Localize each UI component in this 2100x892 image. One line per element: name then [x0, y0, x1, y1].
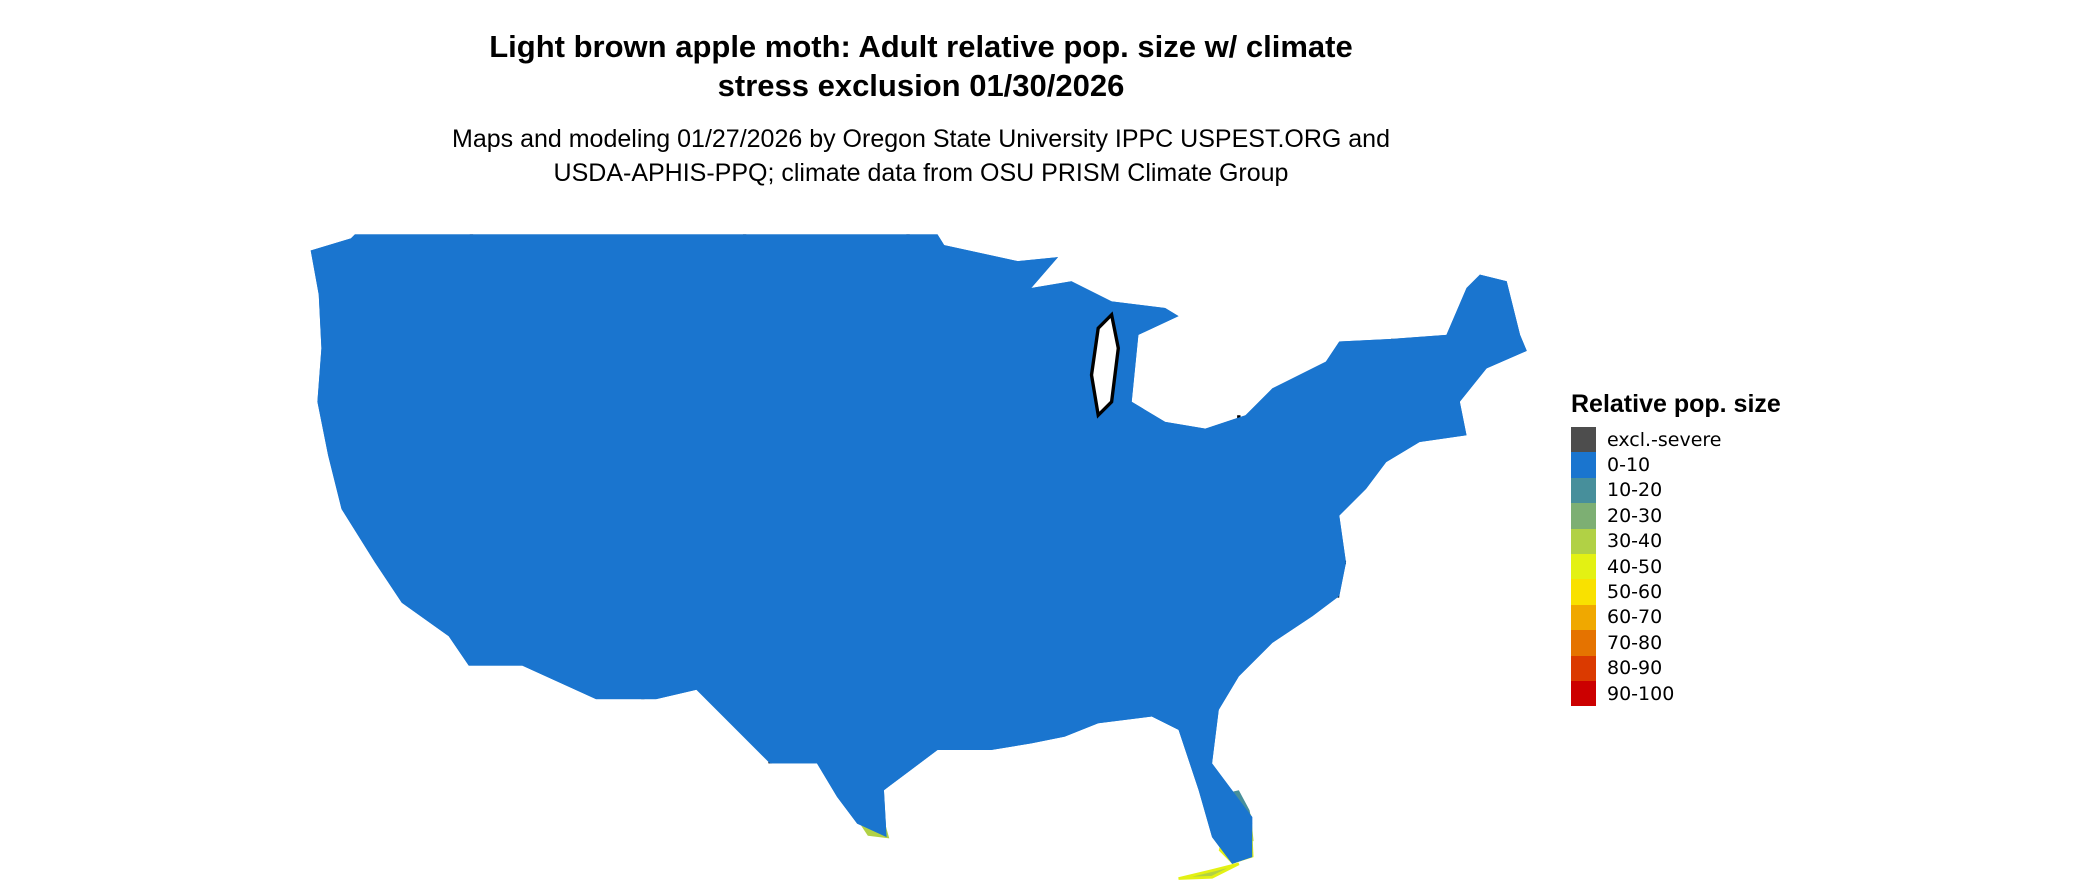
legend-swatch	[1571, 528, 1596, 554]
legend-label: 0-10	[1607, 454, 1651, 477]
florida-keys	[1178, 862, 1240, 880]
title-line-2: stress exclusion 01/30/2026	[717, 68, 1125, 103]
legend-swatch	[1571, 579, 1596, 605]
title-line-1: Light brown apple moth: Adult relative p…	[489, 29, 1353, 64]
legend-swatch	[1571, 655, 1596, 681]
legend-item: 60-70	[1571, 604, 1781, 631]
map-title: Light brown apple moth: Adult relative p…	[321, 27, 1521, 105]
legend-item: 20-30	[1571, 503, 1781, 529]
legend-item: 10-20	[1571, 477, 1781, 504]
subtitle-line-1: Maps and modeling 01/27/2026 by Oregon S…	[452, 125, 1390, 153]
legend-label: 20-30	[1607, 504, 1663, 527]
legend-item: 0-10	[1571, 452, 1781, 478]
legend-item: 40-50	[1571, 553, 1781, 580]
legend-label: 10-20	[1607, 479, 1663, 502]
hotspot-layer	[846, 790, 1254, 880]
legend-label: excl.-severe	[1607, 428, 1722, 451]
legend: Relative pop. size excl.-severe 0-10 10-20…	[1571, 390, 1781, 707]
legend-item: 90-100	[1571, 680, 1781, 707]
legend-item: 80-90	[1571, 655, 1781, 681]
legend-label: 50-60	[1607, 581, 1663, 604]
lake-michigan	[1089, 311, 1120, 419]
legend-swatch	[1571, 477, 1596, 504]
legend-item: 50-60	[1571, 579, 1781, 605]
map-subtitle: Maps and modeling 01/27/2026 by Oregon S…	[221, 122, 1621, 190]
legend-swatch	[1571, 630, 1596, 656]
legend-item: 70-80	[1571, 630, 1781, 656]
legend-swatch	[1571, 427, 1596, 453]
legend-title: Relative pop. size	[1571, 390, 1781, 418]
legend-label: 60-70	[1607, 606, 1663, 629]
legend-label: 80-90	[1607, 657, 1663, 680]
legend-label: 90-100	[1607, 682, 1675, 705]
legend-label: 40-50	[1607, 555, 1663, 578]
legend-label: 70-80	[1607, 631, 1663, 654]
subtitle-line-2: USDA-APHIS-PPQ; climate data from OSU PR…	[553, 159, 1289, 187]
legend-swatch	[1571, 553, 1596, 580]
legend-label: 30-40	[1607, 530, 1663, 553]
legend-swatch	[1571, 604, 1596, 631]
legend-swatch	[1571, 452, 1596, 478]
legend-item: 30-40	[1571, 528, 1781, 554]
legend-swatch	[1571, 503, 1596, 529]
legend-item: excl.-severe	[1571, 427, 1781, 453]
legend-items: excl.-severe 0-10 10-20 20-30 30-40 40-50 50-6…	[1571, 427, 1781, 707]
legend-swatch	[1571, 680, 1596, 707]
